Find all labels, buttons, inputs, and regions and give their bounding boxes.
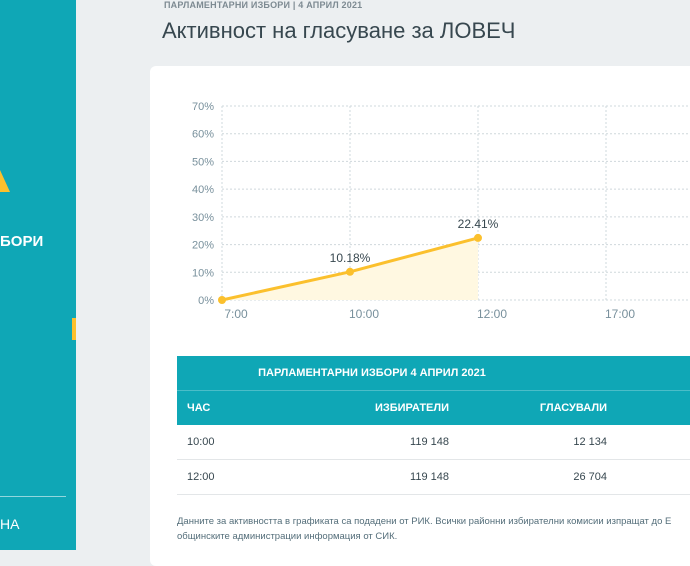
data-point [474,233,482,242]
y-tick-label: 0% [198,295,214,307]
y-tick-label: 10% [192,267,214,279]
footnote: Данните за активността в графиката са по… [177,514,690,544]
page-eyebrow: ПАРЛАМЕНТАРНИ ИЗБОРИ | 4 АПРИЛ 2021 [164,0,363,10]
y-tick-label: 40% [192,184,214,196]
page-title: Активност на гласуване за ЛОВЕЧ [162,18,516,43]
sidebar-nav-item[interactable]: НА [0,516,20,532]
x-tick-label: 17:00 [605,307,635,321]
cell-voters: 119 148 [410,471,449,483]
table-row: 10:00 119 148 12 134 [177,425,690,460]
y-tick-label: 60% [192,129,214,141]
y-tick-label: 50% [192,156,214,168]
table-header-row: ЧАС ИЗБИРАТЕЛИ ГЛАСУВАЛИ [177,390,690,425]
turnout-table: ПАРЛАМЕНТАРНИ ИЗБОРИ 4 АПРИЛ 2021 ЧАС ИЗ… [177,356,690,495]
cell-hour: 10:00 [187,436,215,448]
table-row: 12:00 119 148 26 704 [177,460,690,495]
sidebar-active-indicator [72,318,76,340]
col-header-hour: ЧАС [187,402,211,414]
y-tick-label: 70% [192,101,214,113]
footnote-line: общинските администрации информация от С… [177,531,398,542]
y-tick-label: 20% [192,240,214,252]
series-area [222,237,478,300]
cell-voted: 12 134 [573,436,607,448]
col-header-voters: ИЗБИРАТЕЛИ [374,402,449,414]
logo-triangle-icon [0,170,10,192]
cell-voters: 119 148 [410,436,449,448]
data-point [218,296,226,304]
data-point [346,267,354,276]
cell-voted: 26 704 [573,471,607,483]
turnout-chart: 0% 10% 20% 30% 40% 50% 60% 70% 7:00 10:00 12:00 17:… [192,101,690,321]
table-caption: ПАРЛАМЕНТАРНИ ИЗБОРИ 4 АПРИЛ 2021 [177,356,690,390]
footnote-line: Данните за активността в графиката са по… [177,516,672,527]
x-tick-label: 12:00 [477,307,507,321]
sidebar-brand[interactable]: БОРИ [0,233,44,250]
y-tick-label: 30% [192,212,214,224]
x-tick-label: 7:00 [224,307,248,321]
data-label: 10.18% [330,251,371,265]
col-header-voted: ГЛАСУВАЛИ [539,402,607,414]
x-tick-label: 10:00 [349,307,379,321]
data-label: 22.41% [458,217,499,231]
sidebar-divider [0,496,66,497]
cell-hour: 12:00 [187,471,215,483]
sidebar: БОРИ НА [0,0,76,550]
